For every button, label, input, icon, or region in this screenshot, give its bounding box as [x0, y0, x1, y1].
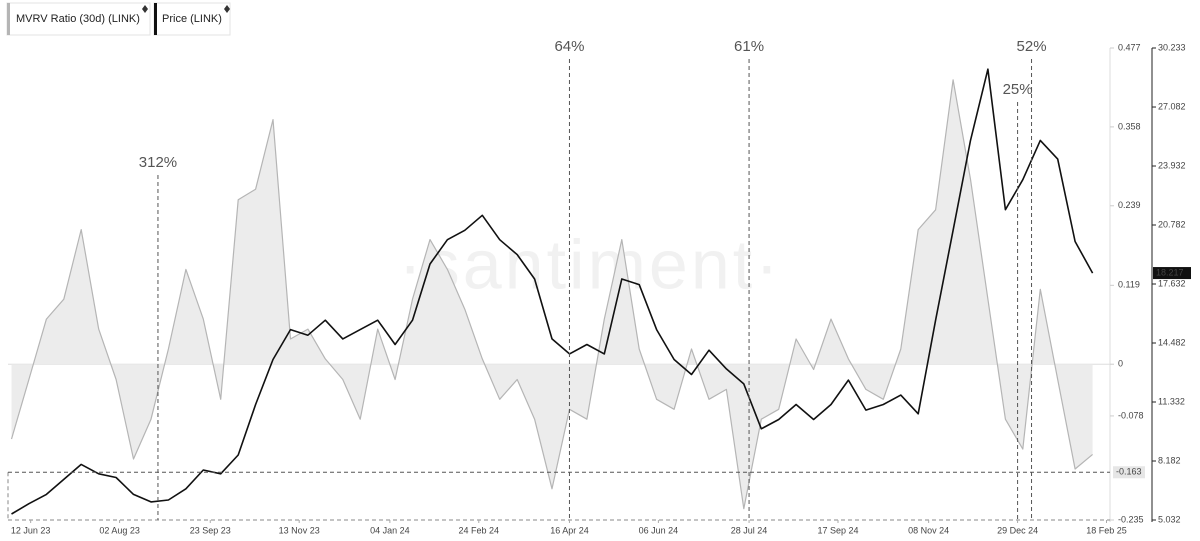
x-tick-label: 13 Nov 23 — [279, 525, 320, 535]
annotation-label: 312% — [139, 154, 177, 171]
y2-tick-label: 8.182 — [1158, 455, 1181, 465]
x-tick-label: 23 Sep 23 — [190, 525, 231, 535]
y-tick-label: 0.358 — [1118, 121, 1141, 131]
annotation-label: 52% — [1017, 38, 1047, 55]
x-tick-label: 06 Jun 24 — [639, 525, 679, 535]
watermark: ·santiment· — [398, 225, 781, 303]
x-tick-label: 24 Feb 24 — [459, 525, 500, 535]
y2-tick-label: 20.782 — [1158, 219, 1186, 229]
x-tick-label: 18 Feb 25 — [1086, 525, 1127, 535]
last-value-box — [1153, 267, 1191, 280]
y2-tick-label: 27.082 — [1158, 101, 1186, 111]
series-line — [10, 79, 1093, 510]
y2-tick-label: 11.332 — [1158, 396, 1185, 406]
legend-swatch — [154, 3, 157, 35]
legend-swatch — [7, 3, 10, 35]
y2-tick-label: 5.032 — [1158, 514, 1181, 524]
legend-label: Price (LINK) — [162, 13, 222, 25]
y2-tick-label: 30.233 — [1158, 42, 1186, 52]
x-tick-label: 02 Aug 23 — [99, 525, 140, 535]
x-tick-label: 17 Sep 24 — [817, 525, 858, 535]
x-tick-label: 28 Jul 24 — [731, 525, 768, 535]
x-tick-label: 29 Dec 24 — [997, 525, 1038, 535]
x-tick-label: 16 Apr 24 — [550, 525, 589, 535]
annotation-label: 64% — [554, 38, 584, 55]
y-tick-label: 0.477 — [1118, 42, 1141, 52]
series-line — [11, 68, 1094, 515]
reference-label-box — [1113, 466, 1145, 479]
y-tick-label: 0.239 — [1118, 200, 1141, 210]
y-tick-label: 0 — [1118, 359, 1123, 369]
y-tick-label: -0.235 — [1118, 514, 1144, 524]
legend-icon — [142, 5, 148, 13]
annotation-label: 25% — [1003, 81, 1033, 98]
legend-label: MVRV Ratio (30d) (LINK) — [16, 13, 140, 25]
x-tick-label: 12 Jun 23 — [11, 525, 51, 535]
y2-tick-label: 14.482 — [1158, 337, 1186, 347]
reference-label: -0.163 — [1116, 467, 1142, 477]
legend-box[interactable] — [153, 2, 231, 36]
y2-tick-label: 17.632 — [1158, 278, 1186, 288]
x-tick-label: 04 Jan 24 — [370, 525, 410, 535]
y-tick-label: 0.119 — [1118, 280, 1140, 290]
area — [11, 79, 1093, 509]
y-tick-label: -0.078 — [1118, 410, 1144, 420]
annotation-label: 61% — [734, 38, 764, 55]
x-tick-label: 08 Nov 24 — [908, 525, 949, 535]
y2-tick-label: 23.932 — [1158, 160, 1186, 170]
legend-icon — [224, 5, 230, 13]
legend: MVRV Ratio (30d) (LINK) Price (LINK) — [6, 2, 231, 36]
legend-box[interactable] — [6, 2, 151, 36]
last-value-label: 18.217 — [1156, 267, 1184, 277]
